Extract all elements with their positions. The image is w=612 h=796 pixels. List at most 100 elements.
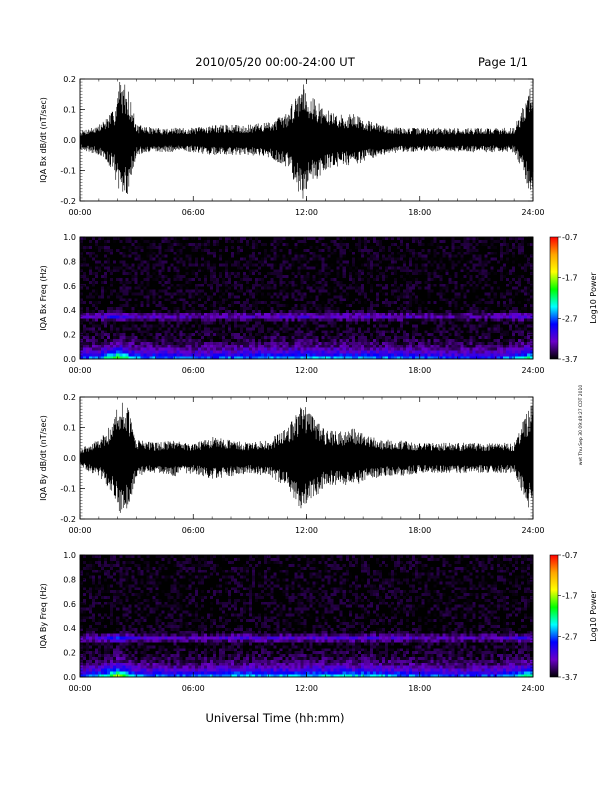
spectrogram-cell (89, 298, 92, 301)
spectrogram-cell (237, 318, 240, 321)
spectrogram-cell (107, 286, 110, 289)
spectrogram-cell (228, 333, 231, 336)
spectrogram-cell (213, 266, 216, 269)
spectrogram-cell (174, 310, 177, 313)
spectrogram-cell (340, 315, 343, 318)
spectrogram-cell (183, 249, 186, 252)
spectrogram-cell (204, 237, 207, 240)
spectrogram-cell (361, 313, 364, 316)
spectrogram-cell (110, 289, 113, 292)
spectrogram-cell (373, 260, 376, 263)
spectrogram-cell (137, 275, 140, 278)
spectrogram-cell (101, 342, 104, 345)
spectrogram-cell (222, 339, 225, 342)
spectrogram-cell (122, 260, 125, 263)
spectrogram-cell (213, 286, 216, 289)
spectrogram-cell (131, 318, 134, 321)
spectrogram-cell (367, 269, 370, 272)
spectrogram-cell (234, 278, 237, 281)
spectrogram-cell (92, 254, 95, 257)
spectrogram-cell (249, 281, 252, 284)
spectrogram-cell (346, 275, 349, 278)
spectrogram-cell (183, 344, 186, 347)
spectrogram-cell (361, 330, 364, 333)
spectrogram-cell (146, 333, 149, 336)
spectrogram-cell (249, 240, 252, 243)
spectrogram-cell (216, 327, 219, 330)
spectrogram-cells (80, 237, 533, 359)
spectrogram-cell (325, 342, 328, 345)
spectrogram-cell (415, 330, 418, 333)
spectrogram-cell (149, 275, 152, 278)
spectrogram-cell (92, 321, 95, 324)
spectrogram-cell (140, 272, 143, 275)
spectrogram-cell (355, 275, 358, 278)
spectrogram-cell (156, 315, 159, 318)
spectrogram-cell (159, 339, 162, 342)
spectrogram-cell (279, 304, 282, 307)
spectrogram-cell (201, 313, 204, 316)
spectrogram-cell (303, 321, 306, 324)
spectrogram-cell (415, 283, 418, 286)
spectrogram-cell (385, 304, 388, 307)
spectrogram-cell (125, 292, 128, 295)
spectrogram-cell (307, 295, 310, 298)
spectrogram-cell (159, 278, 162, 281)
spectrogram-cell (391, 315, 394, 318)
spectrogram-cell (116, 266, 119, 269)
spectrogram-cell (152, 353, 155, 356)
spectrogram-cell (186, 339, 189, 342)
spectrogram-cell (349, 237, 352, 240)
spectrogram-cell (334, 318, 337, 321)
spectrogram-cell (412, 275, 415, 278)
spectrogram-cell (171, 257, 174, 260)
spectrogram-cell (349, 272, 352, 275)
spectrogram-cell (174, 321, 177, 324)
spectrogram-cell (316, 310, 319, 313)
spectrogram-cell (207, 292, 210, 295)
spectrogram-cell (385, 281, 388, 284)
spectrogram-cell (361, 266, 364, 269)
spectrogram-cell (162, 275, 165, 278)
spectrogram-cell (370, 313, 373, 316)
spectrogram-cell (80, 254, 83, 257)
spectrogram-cell (355, 281, 358, 284)
spectrogram-cell (276, 269, 279, 272)
spectrogram-cell (177, 301, 180, 304)
spectrogram-cell (319, 310, 322, 313)
spectrogram-cell (240, 336, 243, 339)
spectrogram-cell (258, 327, 261, 330)
spectrogram-cell (171, 321, 174, 324)
spectrogram-cell (346, 327, 349, 330)
spectrogram-cell (228, 243, 231, 246)
spectrogram-cell (243, 321, 246, 324)
spectrogram-cell (86, 310, 89, 313)
spectrogram-cell (255, 333, 258, 336)
spectrogram-cell (316, 246, 319, 249)
spectrogram-cell (382, 281, 385, 284)
spectrogram-cell (219, 254, 222, 257)
spectrogram-cell (219, 252, 222, 255)
spectrogram-cell (370, 254, 373, 257)
spectrogram-cell (189, 313, 192, 316)
spectrogram-cell (192, 336, 195, 339)
spectrogram-cell (331, 281, 334, 284)
spectrogram-cell (143, 281, 146, 284)
spectrogram-cell (134, 278, 137, 281)
spectrogram-cell (113, 266, 116, 269)
spectrogram-cell (207, 313, 210, 316)
spectrogram-cell (156, 289, 159, 292)
spectrogram-cell (373, 342, 376, 345)
spectrogram-cell (406, 249, 409, 252)
spectrogram-cell (355, 266, 358, 269)
spectrogram-cell (370, 237, 373, 240)
spectrogram-cell (80, 339, 83, 342)
spectrogram-cell (174, 342, 177, 345)
spectrogram-cell (168, 301, 171, 304)
spectrogram-cell (201, 339, 204, 342)
spectrogram-cell (207, 286, 210, 289)
spectrogram-cell (264, 254, 267, 257)
spectrogram-cell (258, 339, 261, 342)
spectrogram-cell (149, 310, 152, 313)
spectrogram-cell (319, 243, 322, 246)
